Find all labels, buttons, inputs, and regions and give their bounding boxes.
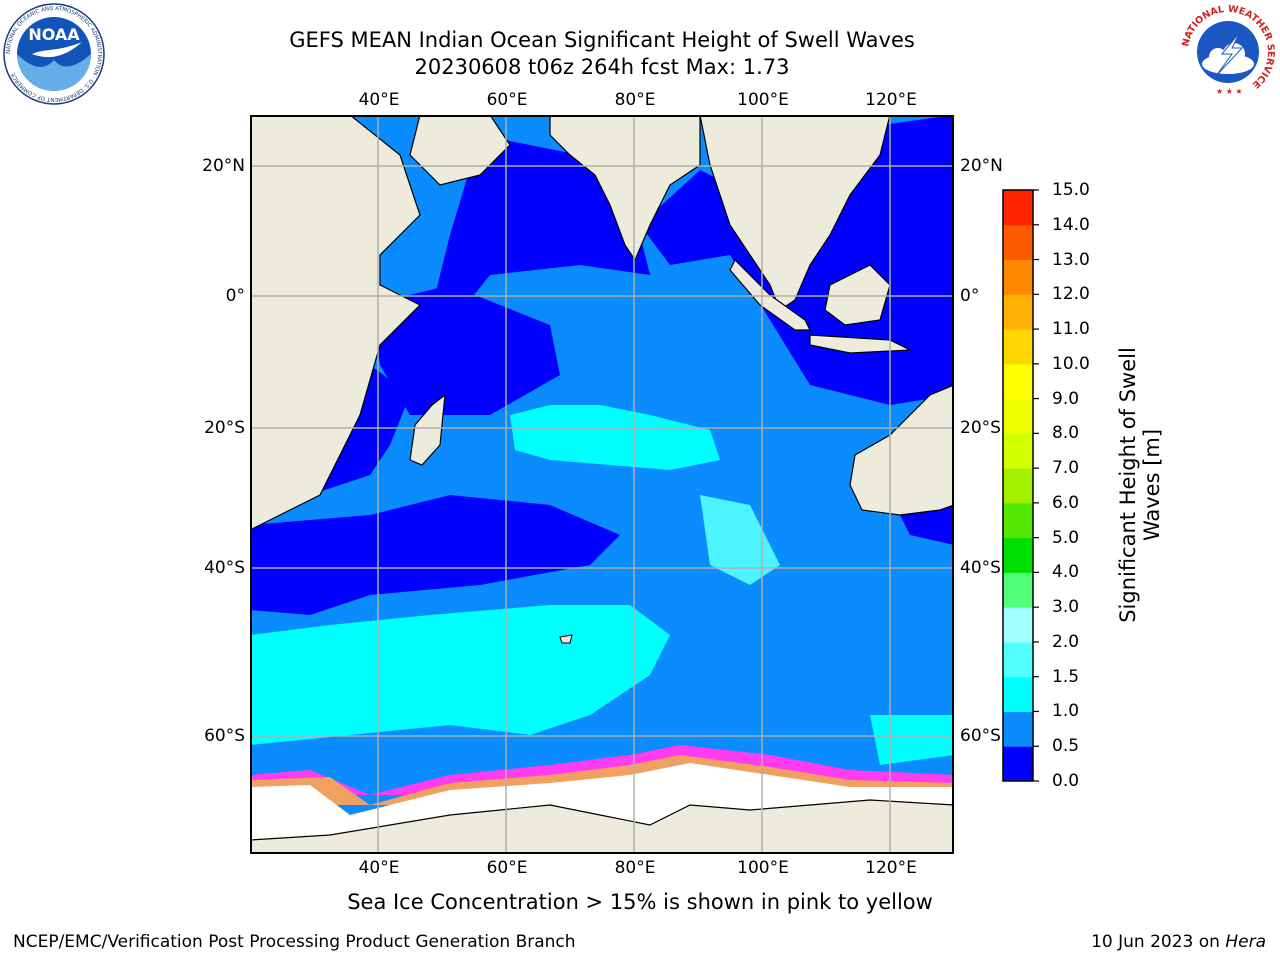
colorbar-segment-10 — [1003, 398, 1033, 434]
lon-label-40e-top: 40°E — [358, 90, 400, 110]
map-panel — [250, 115, 954, 854]
land-borneo — [824, 264, 891, 326]
colorbar-segment-13 — [1003, 294, 1033, 330]
colorbar-title-line1: Significant Height of Swell — [1116, 347, 1140, 623]
colorbar-tick-label: 5.0 — [1052, 527, 1080, 548]
lat-label-20s-left: 20°S — [204, 418, 245, 438]
land-sumatra — [729, 258, 811, 331]
lon-label-120e-top: 120°E — [865, 90, 917, 110]
chart-subtitle: 20230608 t06z 264h fcst Max: 1.73 — [414, 55, 790, 79]
colorbar-tick-label: 1.0 — [1052, 701, 1080, 722]
colorbar-segment-6 — [1003, 537, 1033, 573]
colorbar-segment-3 — [1003, 641, 1033, 678]
lon-label-100e-top: 100°E — [737, 90, 789, 110]
colorbar-segment-11 — [1003, 363, 1033, 400]
lon-label-80e-top: 80°E — [614, 90, 656, 110]
colorbar-segment-15 — [1003, 224, 1033, 261]
sea-ice-note: Sea Ice Concentration > 15% is shown in … — [347, 890, 933, 914]
noaa-text: NOAA — [28, 25, 80, 44]
land-java — [809, 334, 913, 354]
colorbar-segment-8 — [1003, 468, 1033, 504]
lat-label-60s-left: 60°S — [204, 726, 245, 746]
colorbar-tick-label: 4.0 — [1052, 562, 1080, 583]
swell-zone-southeast-cyan — [870, 715, 954, 765]
colorbar-tick-label: 0.0 — [1052, 771, 1080, 791]
lon-label-100e-bottom: 100°E — [737, 858, 789, 878]
footer-host: Hera — [1225, 932, 1266, 952]
colorbar-segment-2 — [1003, 676, 1033, 712]
swell-zone-southwest — [250, 495, 620, 615]
swell-zone-south-indian-cyan — [700, 495, 780, 585]
colorbar-tick-label: 0.5 — [1052, 736, 1080, 757]
lat-label-20n-left: 20°N — [202, 156, 245, 176]
colorbar-tick-label: 1.5 — [1052, 666, 1080, 687]
lat-label-60s-right: 60°S — [960, 726, 1001, 746]
colorbar-tick-label: 15.0 — [1052, 180, 1090, 200]
colorbar-segment-16 — [1003, 190, 1033, 226]
colorbar-tick-label: 8.0 — [1052, 423, 1080, 444]
swell-zone-central-cyan — [510, 405, 720, 470]
lat-label-40s-right: 40°S — [960, 558, 1001, 578]
lon-label-40e-bottom: 40°E — [358, 858, 400, 878]
land-arabia — [409, 115, 511, 186]
swell-zone-south-of-australia — [900, 505, 954, 545]
colorbar-title: Significant Height of Swell Waves [m] — [1116, 347, 1164, 623]
colorbar-tick-label: 13.0 — [1052, 249, 1090, 270]
land-southeast-asia — [699, 115, 891, 311]
colorbar-segment-1 — [1003, 711, 1033, 747]
colorbar-segment-0 — [1003, 746, 1033, 782]
lat-label-40s-left: 40°S — [204, 558, 245, 578]
colorbar — [1002, 189, 1039, 782]
lat-label-20s-right: 20°S — [960, 418, 1001, 438]
noaa-logo: NATIONAL OCEANIC AND ATMOSPHERIC ADMINIS… — [3, 3, 105, 105]
colorbar-segment-7 — [1003, 502, 1033, 539]
lon-label-60e-bottom: 60°E — [486, 858, 528, 878]
nws-logo: NATIONAL WEATHER SERVICE ★ ★ ★ — [1180, 4, 1276, 100]
colorbar-tick-label: 10.0 — [1052, 353, 1090, 374]
swell-zone-somali-coast — [370, 285, 560, 415]
colorbar-segment-5 — [1003, 572, 1033, 608]
land-australia — [849, 384, 954, 516]
footer-date-text: 10 Jun 2023 on — [1091, 932, 1226, 952]
chart-title: GEFS MEAN Indian Ocean Significant Heigh… — [289, 28, 915, 52]
colorbar-tick-label: 11.0 — [1052, 319, 1090, 340]
land-madagascar — [409, 393, 446, 466]
colorbar-tick-label: 12.0 — [1052, 284, 1090, 305]
antarctica-land — [250, 799, 954, 854]
land-india — [549, 115, 701, 262]
lat-label-0-left: 0° — [225, 286, 245, 306]
colorbar-segment-14 — [1003, 259, 1033, 295]
lon-label-80e-bottom: 80°E — [614, 858, 656, 878]
lat-label-20n-right: 20°N — [960, 156, 1003, 176]
colorbar-segment-12 — [1003, 329, 1033, 365]
colorbar-tick-label: 14.0 — [1052, 214, 1090, 235]
lon-label-120e-bottom: 120°E — [865, 858, 917, 878]
map-gridlines — [250, 115, 954, 854]
colorbar-tick-label: 6.0 — [1052, 492, 1080, 513]
colorbar-tick-label: 2.0 — [1052, 631, 1080, 652]
colorbar-segment-4 — [1003, 607, 1033, 643]
lon-label-60e-top: 60°E — [486, 90, 528, 110]
footer-producer: NCEP/EMC/Verification Post Processing Pr… — [13, 932, 576, 952]
land-kerguelen — [559, 634, 573, 644]
footer-date: 10 Jun 2023 on Hera — [1091, 932, 1266, 952]
colorbar-tick-label: 3.0 — [1052, 597, 1080, 618]
colorbar-title-line2: Waves [m] — [1140, 428, 1164, 542]
colorbar-tick-label: 9.0 — [1052, 388, 1080, 409]
svg-text:★ ★ ★: ★ ★ ★ — [1216, 87, 1243, 96]
colorbar-segment-9 — [1003, 433, 1033, 469]
lat-label-0-right: 0° — [960, 286, 980, 306]
colorbar-tick-label: 7.0 — [1052, 458, 1080, 479]
